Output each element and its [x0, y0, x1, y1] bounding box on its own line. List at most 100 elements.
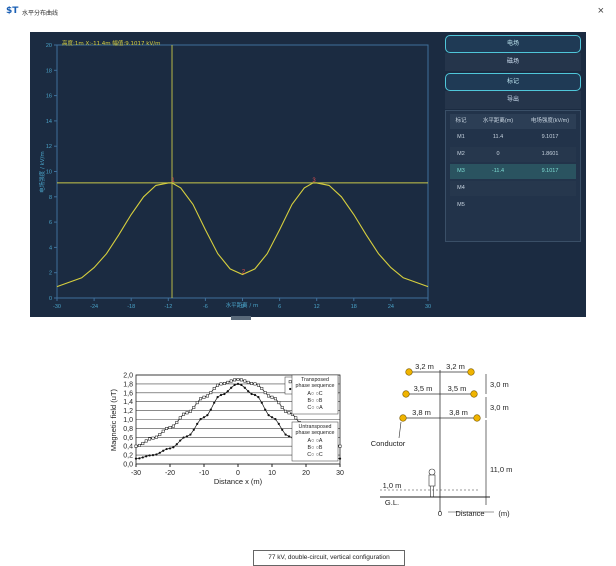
app-panel: 0 2 4 6 8 10 12 14 16 18 20 -30 -24 -18 -12 -6 0 6 12 18 24 3…: [30, 32, 586, 317]
data-point: [213, 401, 216, 404]
x-tick-label: -6: [203, 304, 208, 310]
data-point: [168, 426, 172, 429]
data-point: [226, 390, 229, 393]
gap-lower-label: 3,0 m: [490, 403, 509, 412]
untransposed-sequence-title: phase sequence: [296, 430, 335, 436]
close-icon[interactable]: ×: [597, 5, 604, 17]
data-point: [134, 444, 138, 448]
field-chart-panel[interactable]: 0 2 4 6 8 10 12 14 16 18 20 -30 -24 -18 -12 -6 0 6 12 18 24 3…: [30, 32, 437, 317]
x-tick-label: -24: [90, 304, 98, 310]
mark-button[interactable]: 标记: [445, 73, 581, 91]
data-point: [233, 378, 237, 382]
data-point: [287, 435, 291, 438]
data-point: [212, 387, 216, 390]
data-point: [250, 392, 253, 396]
y-tick-label: 0,6: [123, 435, 133, 442]
table-cell: -11.4: [491, 168, 505, 174]
y-tick-label: 12: [46, 144, 52, 150]
data-point: [260, 387, 264, 390]
magnetic-field-button[interactable]: 磁场: [445, 53, 581, 71]
y-tick-label: 1,0: [123, 417, 133, 424]
data-point: [141, 441, 145, 445]
data-point: [141, 456, 144, 459]
x-tick-label: 12: [314, 304, 320, 310]
x-tick-label: 0: [241, 304, 244, 310]
data-point: [171, 424, 175, 428]
data-point: [243, 386, 246, 389]
data-point: [175, 420, 179, 424]
gap-upper-label: 3,0 m: [490, 380, 509, 389]
x-tick-label: 6: [278, 304, 281, 310]
x-tick-label: 24: [388, 304, 394, 310]
data-point: [165, 427, 169, 430]
data-point: [260, 401, 263, 404]
x-tick-label: 18: [351, 304, 357, 310]
data-point: [222, 382, 226, 385]
y-tick-label: 1,4: [123, 399, 133, 406]
untransposed-sequence-row: A○ ○A: [308, 438, 323, 444]
data-point: [247, 390, 250, 393]
data-point: [202, 416, 206, 419]
data-point: [182, 436, 185, 439]
x-tick-label: -12: [164, 304, 172, 310]
data-point: [185, 435, 189, 438]
data-point: [192, 428, 195, 431]
data-point: [270, 395, 274, 399]
y-tick-label: 0,2: [123, 453, 133, 460]
conductor-dot: [473, 414, 481, 422]
y-tick-label: 1,6: [123, 390, 133, 397]
table-row-selected[interactable]: M3 -11.4 9.1017: [450, 164, 576, 179]
table-row[interactable]: M4: [450, 181, 576, 196]
conductor-dot: [470, 390, 478, 398]
ground-label: G.L.: [385, 498, 399, 507]
data-point: [165, 447, 168, 451]
data-point: [195, 401, 199, 405]
data-point: [284, 433, 287, 436]
electric-field-button[interactable]: 电场: [445, 35, 581, 53]
reference-figure: 0,0 0,2 0,4 0,6 0,8 1,0 1,2 1,4 1,6 1,8 2,0 -30 -20 -…: [0, 360, 616, 560]
table-header: 标记 水平距离(m) 电场强度(kV/m): [450, 114, 576, 129]
data-point: [243, 379, 247, 383]
data-point: [230, 386, 233, 389]
table-cell: M1: [457, 134, 465, 140]
data-point: [179, 439, 182, 442]
export-button[interactable]: 导出: [445, 91, 581, 109]
y-tick-label: 0,4: [123, 444, 133, 451]
x-tick-label: -30: [131, 470, 141, 477]
data-point: [185, 411, 189, 415]
data-point: [154, 435, 158, 439]
transposed-sequence-box: [291, 374, 339, 415]
conductor-label: Conductor: [371, 439, 406, 448]
data-point: [226, 380, 230, 384]
data-point: [281, 428, 284, 431]
marker-label: 1: [171, 178, 175, 184]
data-point: [192, 405, 196, 409]
table-row[interactable]: M2 0 1.8601: [450, 147, 576, 162]
x-tick-label: 0: [236, 470, 240, 477]
y-tick-label: 14: [46, 119, 52, 125]
data-point: [233, 383, 236, 387]
data-point: [151, 436, 155, 440]
data-point: [256, 383, 260, 387]
ground-height-label: 1,0 m: [383, 481, 402, 490]
x-tick-label: -18: [127, 304, 135, 310]
data-point: [338, 444, 342, 448]
untransposed-sequence-title: Untransposed: [299, 424, 332, 430]
data-point: [257, 396, 260, 399]
x-tick-label: 10: [268, 470, 276, 477]
table-cell: M5: [457, 202, 465, 208]
x-tick-label: 30: [336, 470, 344, 477]
scrollbar-thumb[interactable]: [231, 316, 251, 320]
data-point: [209, 408, 212, 411]
data-point: [273, 397, 277, 401]
data-point: [223, 392, 226, 396]
data-point: [219, 393, 223, 397]
data-point: [138, 457, 141, 460]
app-icon: $T: [6, 6, 19, 16]
data-point: [168, 447, 172, 450]
table-row[interactable]: M1 11.4 9.1017: [450, 130, 576, 145]
data-point: [216, 383, 220, 387]
data-point: [148, 454, 151, 457]
table-row[interactable]: M5: [450, 198, 576, 213]
